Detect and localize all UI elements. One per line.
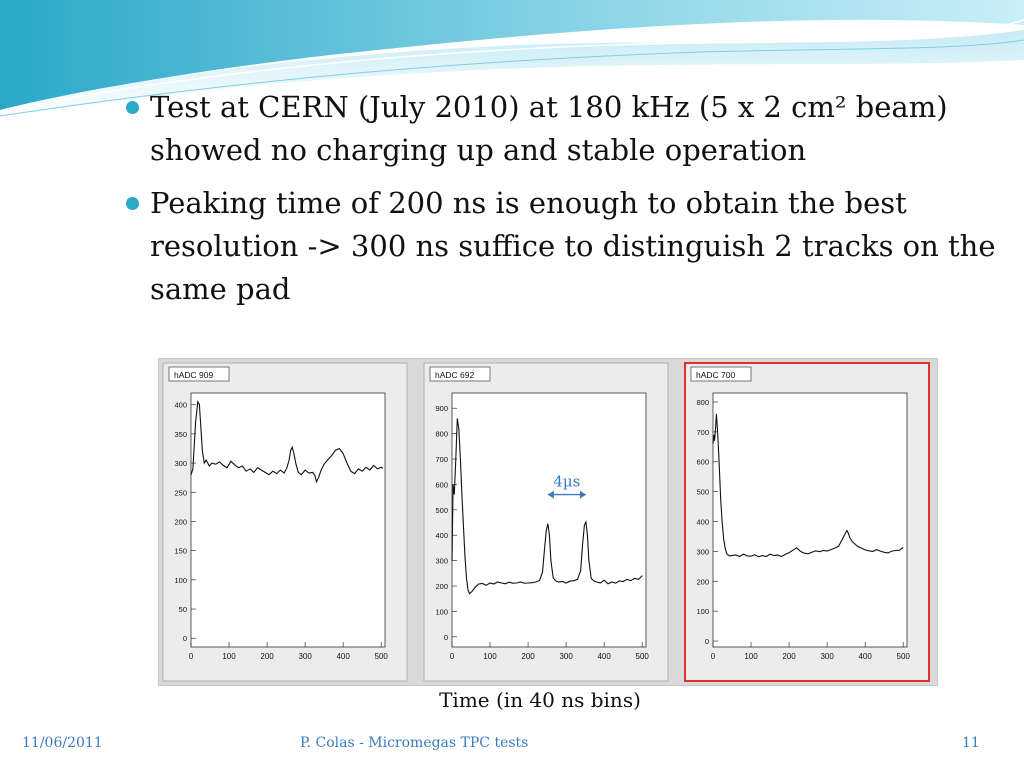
bullet-text: Peaking time of 200 ns is enough to obta… [150,186,996,306]
histogram-title: hADC 700 [696,370,735,380]
x-tick-label: 100 [483,652,497,661]
y-tick-label: 400 [435,531,448,540]
y-tick-label: 350 [174,430,187,439]
header-wave-decoration [0,0,1024,118]
y-tick-label: 900 [435,404,448,413]
time-span-label: 4µs [553,473,580,491]
histogram-title-box [429,366,491,382]
footer-title: P. Colas - Micromegas TPC tests [300,735,529,751]
x-tick-label: 0 [711,652,716,661]
bullet-icon [126,101,139,114]
x-tick-label: 300 [559,652,573,661]
x-tick-label: 200 [521,652,535,661]
histogram-panel: hADC 692 0 100 200 300 400 500 0 100 200 300 400 500… [423,362,669,682]
y-tick-label: 600 [435,480,448,489]
x-tick-label: 400 [858,652,872,661]
histogram-canvas: hADC 909 0 100 200 300 400 500 0 50 100 150 200 250 3… [162,362,930,682]
y-tick-label: 700 [696,428,709,437]
histogram-panel: hADC 909 0 100 200 300 400 500 0 50 100 150 200 250 3… [162,362,408,682]
histogram-title-box [690,366,752,382]
y-tick-label: 700 [435,455,448,464]
y-tick-label: 800 [435,430,448,439]
y-tick-label: 400 [174,401,187,410]
x-tick-label: 0 [450,652,455,661]
y-tick-label: 500 [696,488,709,497]
plot-area [190,392,386,648]
y-tick-label: 100 [435,607,448,616]
x-tick-label: 300 [820,652,834,661]
footer-date: 11/06/2011 [22,735,103,751]
histogram-title: hADC 909 [174,370,213,380]
bullet-icon [126,197,139,210]
y-tick-label: 400 [696,517,709,526]
histogram-title: hADC 692 [435,370,474,380]
y-tick-label: 50 [179,605,187,614]
bullet-text: Test at CERN (July 2010) at 180 kHz (5 x… [150,90,948,167]
x-tick-label: 400 [597,652,611,661]
y-tick-label: 300 [435,557,448,566]
bullet-list: Test at CERN (July 2010) at 180 kHz (5 x… [122,86,1002,321]
adc-waveform-line [451,418,643,595]
y-tick-label: 500 [435,506,448,515]
y-tick-label: 150 [174,547,187,556]
footer-page-number: 11 [962,735,980,751]
bullet-item: Peaking time of 200 ns is enough to obta… [122,182,1002,311]
x-tick-label: 500 [375,652,389,661]
y-tick-label: 0 [183,634,187,643]
x-tick-label: 0 [189,652,194,661]
y-tick-label: 200 [696,577,709,586]
arrow-head-left [547,490,554,499]
x-tick-label: 400 [336,652,350,661]
histogram-title-box [168,366,230,382]
x-tick-label: 100 [744,652,758,661]
x-tick-label: 200 [260,652,274,661]
bullet-item: Test at CERN (July 2010) at 180 kHz (5 x… [122,86,1002,172]
adc-waveform-line [190,400,384,484]
x-tick-label: 200 [782,652,796,661]
x-tick-label: 300 [298,652,312,661]
y-tick-label: 250 [174,488,187,497]
y-tick-label: 200 [174,517,187,526]
x-tick-label: 500 [897,652,911,661]
histogram-panel: hADC 700 0 100 200 300 400 500 0 100 200 300 400 500… [684,362,930,682]
y-tick-label: 0 [444,633,448,642]
x-tick-label: 500 [636,652,650,661]
y-tick-label: 200 [435,582,448,591]
arrow-head-right [579,490,586,499]
plot-area [451,392,647,648]
y-tick-label: 800 [696,398,709,407]
figure-caption: Time (in 40 ns bins) [439,688,641,712]
y-tick-label: 100 [696,607,709,616]
plot-area [712,392,908,648]
y-tick-label: 0 [705,637,709,646]
y-tick-label: 600 [696,458,709,467]
y-tick-label: 100 [174,576,187,585]
histogram-figure: hADC 909 0 100 200 300 400 500 0 50 100 150 200 250 3… [158,358,938,686]
adc-waveform-line [712,413,904,558]
y-tick-label: 300 [174,459,187,468]
y-tick-label: 300 [696,547,709,556]
x-tick-label: 100 [222,652,236,661]
